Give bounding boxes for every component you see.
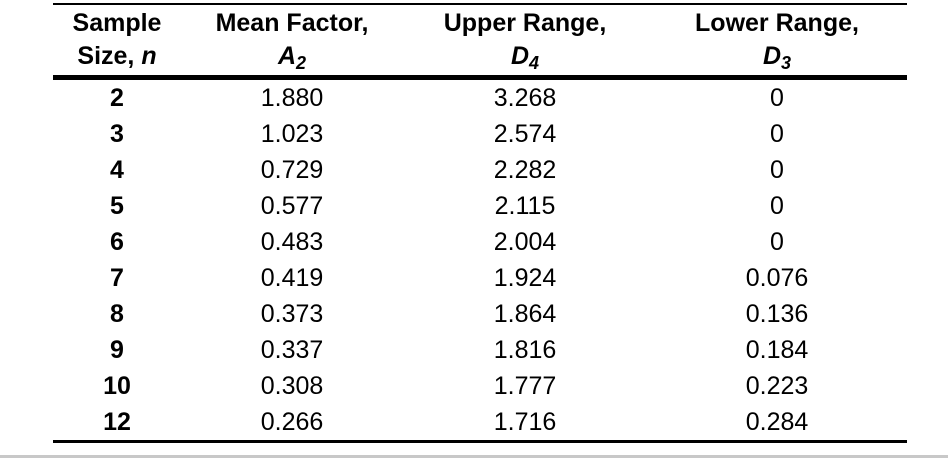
cell-sample-size: 7	[110, 263, 124, 292]
cell-mean-factor-a2: 0.419	[260, 263, 324, 292]
cell-lower-range-d3: 0	[770, 191, 784, 220]
cell-lower-range-d3: 0	[770, 227, 784, 256]
cell-sample-size: 10	[103, 371, 131, 400]
header-d3-line2: D3	[647, 40, 907, 73]
symbol-a2: A	[277, 42, 297, 70]
cell-upper-range-d4: 2.004	[493, 227, 557, 256]
cell-upper-range-d4: 1.816	[493, 335, 557, 364]
cell-mean-factor-a2: 0.483	[260, 227, 324, 256]
symbol-a2-subscript: 2	[296, 53, 307, 73]
header-d3-line1: Lower Range,	[695, 9, 859, 37]
header-sample-line2: Size, n	[53, 40, 181, 73]
cell-upper-range-d4: 3.268	[493, 83, 557, 112]
header-d4-line1: Upper Range,	[443, 9, 607, 37]
header-sample-prefix: Size,	[77, 42, 142, 70]
cell-sample-size: 9	[110, 335, 124, 364]
header-d4-line2: D4	[403, 40, 647, 73]
header-a2-line1: Mean Factor,	[215, 9, 369, 37]
table-row: 9 0.337 1.816 0.184	[53, 332, 907, 368]
cell-mean-factor-a2: 0.577	[260, 191, 324, 220]
cell-upper-range-d4: 1.777	[493, 371, 557, 400]
cell-upper-range-d4: 1.924	[493, 263, 557, 292]
table-row: 10 0.308 1.777 0.223	[53, 368, 907, 404]
col-header-upper-range-d4: Upper Range, D4	[403, 4, 647, 80]
symbol-d3: D	[762, 42, 782, 70]
cell-mean-factor-a2: 1.880	[260, 83, 324, 112]
cell-mean-factor-a2: 0.337	[260, 335, 324, 364]
header-sample-line1: Sample	[72, 9, 162, 37]
cell-upper-range-d4: 2.574	[493, 119, 557, 148]
cell-lower-range-d3: 0	[770, 83, 784, 112]
symbol-d4-subscript: 4	[529, 53, 540, 73]
table-row: 6 0.483 2.004 0	[53, 224, 907, 260]
cell-lower-range-d3: 0.284	[745, 407, 809, 436]
table-row: 5 0.577 2.115 0	[53, 188, 907, 224]
cell-sample-size: 4	[110, 155, 124, 184]
cell-sample-size: 12	[103, 407, 131, 436]
table-row: 8 0.373 1.864 0.136	[53, 296, 907, 332]
cell-sample-size: 3	[110, 119, 124, 148]
cell-sample-size: 6	[110, 227, 124, 256]
table-row: 7 0.419 1.924 0.076	[53, 260, 907, 296]
control-chart-constants-table: Sample Size, n Mean Factor, A2 Upper Ran…	[53, 3, 907, 443]
col-header-mean-factor-a2: Mean Factor, A2	[181, 4, 403, 80]
cell-upper-range-d4: 2.115	[494, 191, 556, 220]
slide-page: Sample Size, n Mean Factor, A2 Upper Ran…	[0, 3, 948, 458]
header-row: Sample Size, n Mean Factor, A2 Upper Ran…	[53, 4, 907, 80]
cell-upper-range-d4: 2.282	[493, 155, 557, 184]
col-header-lower-range-d3: Lower Range, D3	[647, 4, 907, 80]
table-row: 12 0.266 1.716 0.284	[53, 404, 907, 442]
table-row: 4 0.729 2.282 0	[53, 152, 907, 188]
symbol-n: n	[141, 42, 157, 70]
cell-sample-size: 5	[110, 191, 124, 220]
cell-mean-factor-a2: 1.023	[260, 119, 324, 148]
slide-edge-band	[0, 455, 948, 458]
cell-upper-range-d4: 1.716	[493, 407, 557, 436]
header-a2-line2: A2	[181, 40, 403, 73]
cell-upper-range-d4: 1.864	[493, 299, 557, 328]
table-row: 3 1.023 2.574 0	[53, 116, 907, 152]
cell-lower-range-d3: 0.184	[745, 335, 809, 364]
cell-mean-factor-a2: 0.729	[260, 155, 324, 184]
table-body: 2 1.880 3.268 0 3 1.023 2.574 0 4 0.729 …	[53, 78, 907, 442]
cell-mean-factor-a2: 0.266	[260, 407, 324, 436]
table-row: 2 1.880 3.268 0	[53, 78, 907, 117]
symbol-d4: D	[510, 42, 530, 70]
cell-sample-size: 8	[110, 299, 124, 328]
cell-sample-size: 2	[110, 83, 124, 112]
cell-lower-range-d3: 0.076	[745, 263, 809, 292]
col-header-sample-size: Sample Size, n	[53, 4, 181, 80]
cell-mean-factor-a2: 0.308	[260, 371, 324, 400]
cell-lower-range-d3: 0	[770, 155, 784, 184]
table-header: Sample Size, n Mean Factor, A2 Upper Ran…	[53, 4, 907, 80]
symbol-d3-subscript: 3	[781, 53, 792, 73]
cell-lower-range-d3: 0.223	[745, 371, 809, 400]
cell-mean-factor-a2: 0.373	[260, 299, 324, 328]
cell-lower-range-d3: 0	[770, 119, 784, 148]
cell-lower-range-d3: 0.136	[745, 299, 809, 328]
